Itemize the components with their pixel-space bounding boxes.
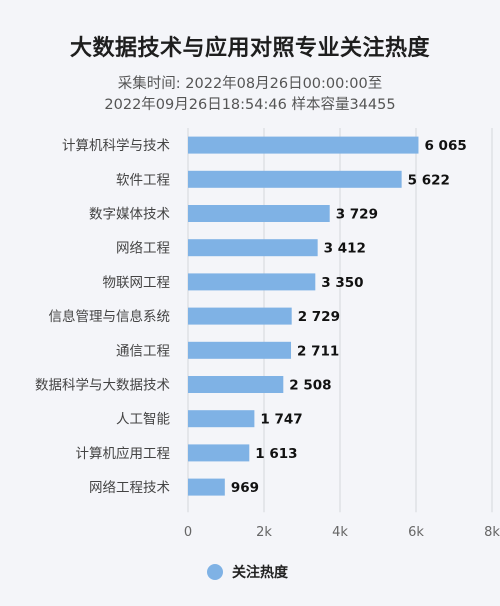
bar-5 [188, 307, 292, 325]
category-label-4: 物联网工程 [103, 275, 171, 291]
chart-subtitle-line2: 2022年09月26日18:54:46 样本容量34455 [104, 97, 396, 113]
value-label-9: 1 613 [255, 446, 297, 462]
bar-7 [188, 376, 284, 393]
category-label-10: 网络工程技术 [89, 480, 170, 496]
bar-0 [188, 136, 419, 154]
chart-subtitle-line1: 采集时间: 2022年08月26日00:00:00至 [117, 76, 383, 92]
value-label-3: 3 412 [324, 241, 366, 257]
chart-title: 大数据技术与应用对照专业关注热度 [69, 36, 430, 61]
value-label-8: 1 747 [260, 412, 302, 428]
category-label-5: 信息管理与信息系统 [49, 308, 171, 325]
category-label-7: 数据科学与大数据技术 [35, 378, 170, 394]
bar-9 [188, 444, 250, 462]
x-tick-label-1: 2k [256, 525, 272, 540]
category-label-0: 计算机科学与技术 [62, 138, 170, 154]
bar-1 [188, 170, 402, 188]
value-label-0: 6 065 [424, 138, 466, 154]
bar-6 [188, 341, 292, 359]
x-tick-label-3: 6k [408, 525, 424, 540]
category-label-2: 数字媒体技术 [89, 207, 170, 223]
x-tick-label-2: 4k [332, 525, 348, 540]
value-label-4: 3 350 [321, 275, 363, 291]
legend-label: 关注热度 [232, 564, 289, 581]
category-label-3: 网络工程 [116, 241, 170, 257]
x-tick-label-0: 0 [184, 525, 192, 540]
bar-4 [188, 273, 316, 291]
bar-2 [188, 205, 330, 222]
value-label-10: 969 [231, 480, 259, 496]
bar-10 [188, 478, 225, 496]
value-label-2: 3 729 [336, 207, 378, 223]
category-label-8: 人工智能 [116, 412, 170, 428]
bar-3 [188, 239, 318, 257]
legend-marker [207, 564, 223, 580]
category-label-9: 计算机应用工程 [76, 445, 171, 462]
category-label-6: 通信工程 [116, 343, 170, 359]
value-label-1: 5 622 [408, 172, 450, 188]
bar-8 [188, 410, 255, 428]
x-tick-label-4: 8k [484, 525, 500, 540]
value-label-5: 2 729 [298, 309, 340, 325]
value-label-6: 2 711 [297, 343, 339, 359]
category-label-1: 软件工程 [116, 172, 170, 188]
value-label-7: 2 508 [289, 378, 331, 394]
